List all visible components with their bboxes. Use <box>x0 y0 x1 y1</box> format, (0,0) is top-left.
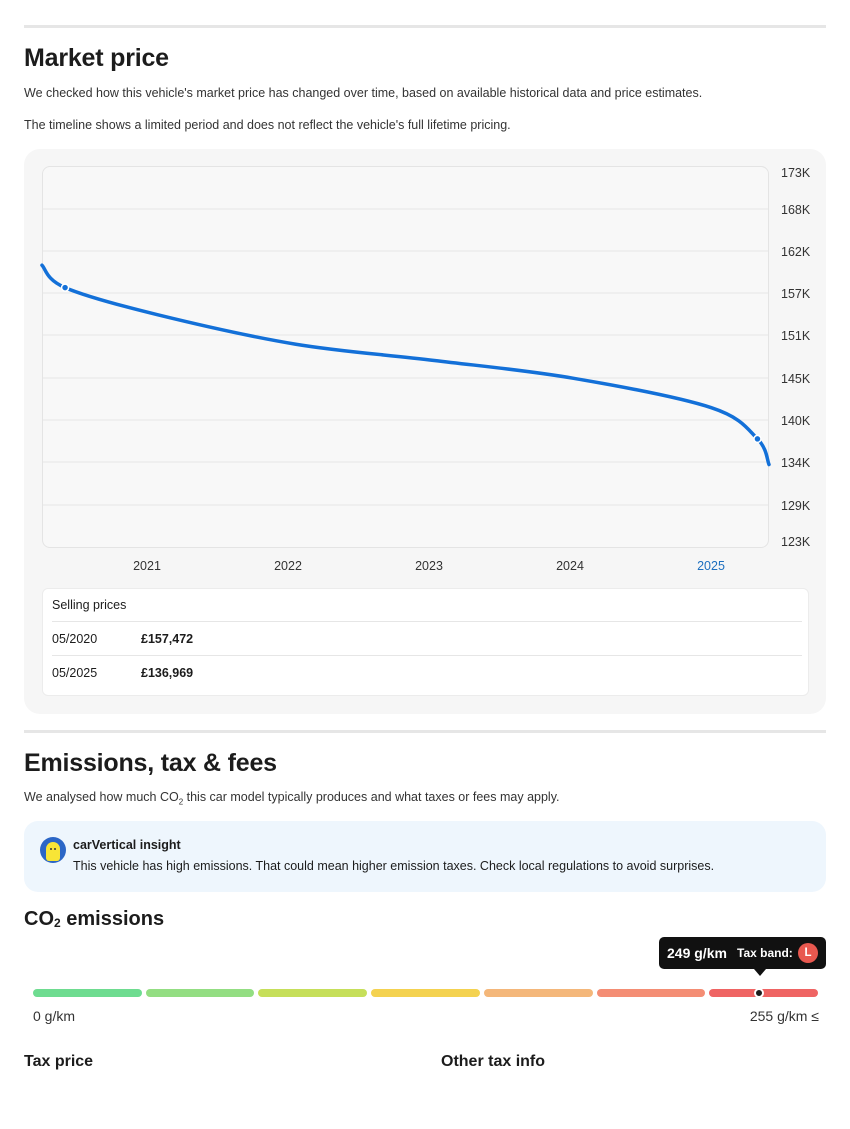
carvertical-mascot-icon <box>40 837 66 863</box>
price-point <box>60 283 70 292</box>
co2-value-tooltip: 249 g/km Tax band: L <box>659 937 826 976</box>
insight-text: This vehicle has high emissions. That co… <box>73 859 715 873</box>
y-tick-label: 129K <box>781 499 811 513</box>
x-tick-label: 2022 <box>274 559 302 573</box>
co2-scale-segment <box>371 989 480 997</box>
section-divider <box>24 730 826 733</box>
x-tick-label: 2025 <box>697 559 725 573</box>
co2-range-min: 0 g/km <box>33 1008 76 1024</box>
co2-range-max: 255 g/km ≤ <box>749 1008 819 1024</box>
co2-scale-segment <box>258 989 368 997</box>
co2-title-rest: emissions <box>60 908 165 930</box>
co2-title-sub: 2 <box>54 916 61 930</box>
co2-scale-segment <box>145 989 255 997</box>
emissions-desc-text-rest: this car model typically produces and wh… <box>183 790 560 804</box>
x-tick-label: 2023 <box>415 559 443 573</box>
y-tick-label: 168K <box>781 203 811 217</box>
co2-emissions-title: CO2 emissions <box>24 908 164 931</box>
price-point <box>753 434 762 444</box>
market-price-title: Market price <box>24 44 169 72</box>
insight-card: carVertical insight This vehicle has hig… <box>24 821 826 892</box>
selling-date: 05/2020 <box>52 632 98 646</box>
emissions-desc: We analysed how much CO2 this car model … <box>24 790 560 807</box>
insight-title: carVertical insight <box>73 838 181 852</box>
table-row: 05/2020 £157,472 <box>52 621 802 654</box>
market-price-chart: 173K 168K 162K 157K 151K 145K 140K 134K 129K 123K… <box>40 166 811 573</box>
y-tick-label: 123K <box>781 535 811 549</box>
y-tick-label: 134K <box>781 456 811 470</box>
emissions-title: Emissions, tax & fees <box>24 749 277 777</box>
co2-scale-marker <box>754 988 764 998</box>
co2-title-main: CO <box>24 908 54 930</box>
selling-price: £136,969 <box>141 666 194 680</box>
price-line <box>40 263 771 467</box>
co2-scale-segment <box>33 989 142 997</box>
selling-date: 05/2025 <box>52 666 98 680</box>
section-divider-top <box>24 25 826 28</box>
market-price-desc-1: We checked how this vehicle's market pri… <box>24 86 703 100</box>
y-tick-label: 145K <box>781 372 811 386</box>
market-price-desc-2: The timeline shows a limited period and … <box>24 118 511 132</box>
tax-band-label: Tax band: <box>737 946 793 960</box>
y-tick-label: 162K <box>781 245 811 259</box>
emissions-desc-sub: 2 <box>178 797 184 807</box>
y-tick-label: 173K <box>781 166 811 180</box>
y-tick-label: 151K <box>781 329 811 343</box>
co2-value: 249 g/km <box>667 945 727 961</box>
selling-prices-title: Selling prices <box>52 598 127 612</box>
tooltip-arrow <box>754 969 766 976</box>
emissions-desc-text: We analysed how much CO <box>24 790 179 804</box>
selling-prices-table: Selling prices 05/2020 £157,472 05/2025 … <box>42 588 809 696</box>
co2-scale-segment <box>483 989 593 997</box>
other-tax-info-title: Other tax info <box>441 1053 546 1070</box>
tax-price-title: Tax price <box>24 1053 94 1070</box>
selling-price: £157,472 <box>141 632 194 646</box>
table-row: 05/2025 £136,969 <box>52 655 802 688</box>
co2-scale-segment <box>596 989 706 997</box>
y-tick-label: 157K <box>781 287 811 301</box>
tax-band-badge: L <box>798 943 818 963</box>
x-tick-label: 2021 <box>133 559 161 573</box>
y-tick-label: 140K <box>781 414 811 428</box>
x-tick-label: 2024 <box>556 559 584 573</box>
